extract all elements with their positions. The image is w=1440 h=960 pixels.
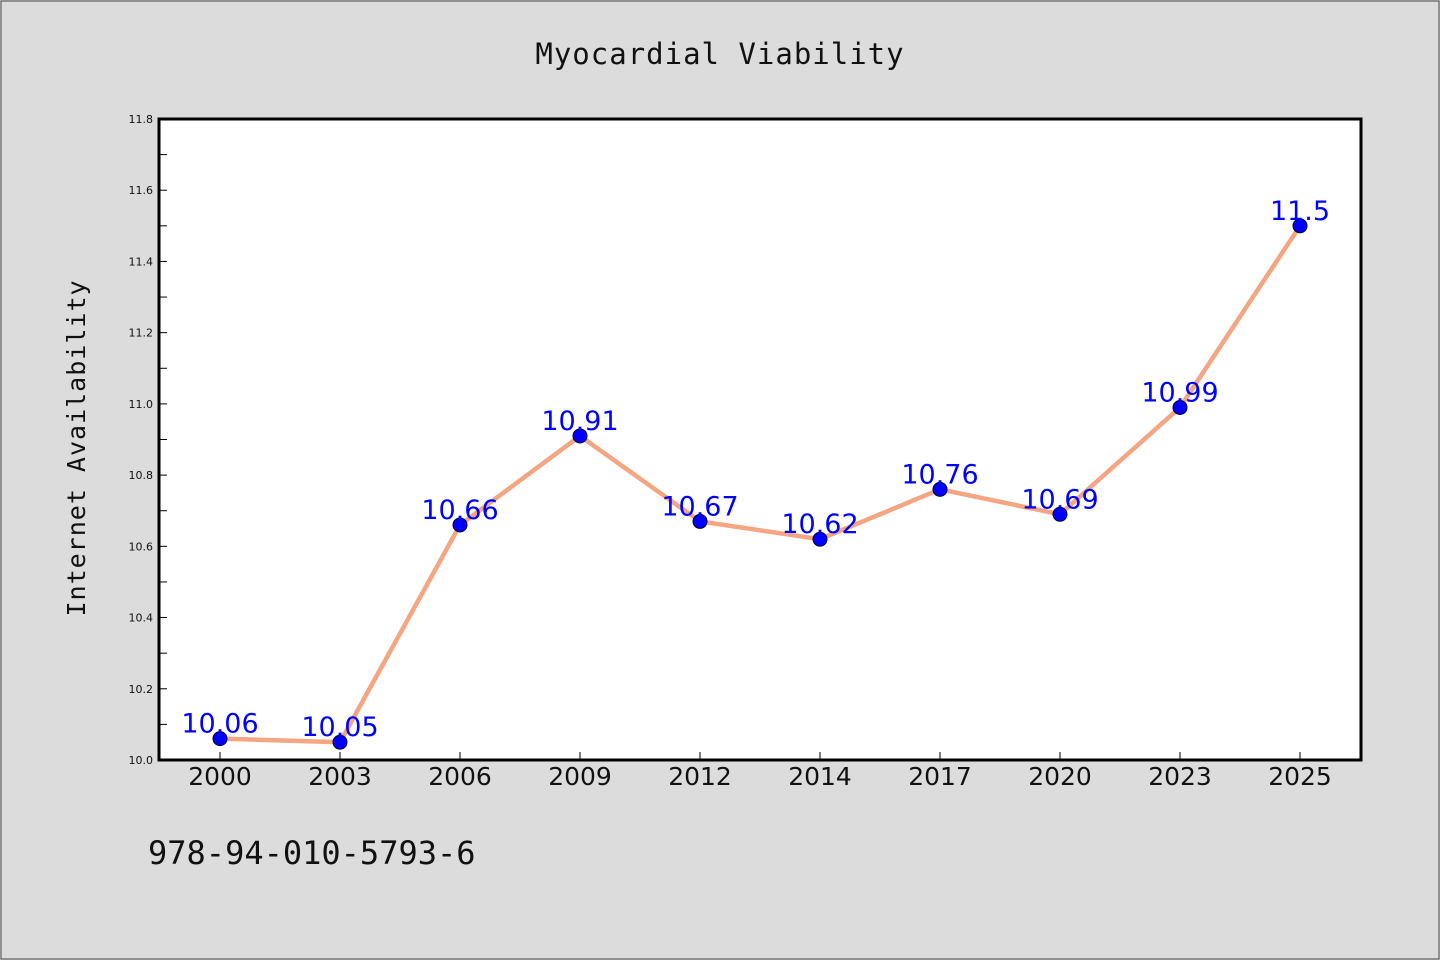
data-point-marker xyxy=(452,517,468,533)
data-labels: 10.06 10.05 10.66 10.91 10.67 10.62 10.76 10.69… xyxy=(181,196,1330,743)
series-line xyxy=(217,223,1303,745)
y-axis-ticks: 10.0 10.2 10.4 10.6 10.8 11.0 11.2 11.4 11.6 11.8 xyxy=(129,113,167,767)
x-axis-ticks: 2000 2003 2006 2009 2012 2014 2017 2020 2023 2025 xyxy=(188,752,1332,791)
y-tick-label: 10.2 xyxy=(129,683,154,696)
footer-code: 978-94-010-5793-6 xyxy=(148,834,476,872)
data-point-marker xyxy=(332,734,348,750)
data-point-marker xyxy=(1292,218,1308,234)
data-point-marker xyxy=(932,481,948,497)
chart-title: Myocardial Viability xyxy=(535,37,904,71)
data-point-marker xyxy=(812,531,828,547)
x-tick-label: 2017 xyxy=(908,762,972,791)
x-tick-label: 2000 xyxy=(188,762,252,791)
data-point-label: 10.76 xyxy=(901,459,978,490)
y-tick-label: 10.4 xyxy=(129,612,154,625)
data-point-label: 10.62 xyxy=(781,509,858,540)
data-point-marker xyxy=(1172,399,1188,415)
series-markers xyxy=(212,218,1308,750)
data-point-marker xyxy=(692,513,708,529)
data-point-marker xyxy=(1052,506,1068,522)
x-tick-label: 2023 xyxy=(1148,762,1212,791)
y-tick-label: 10.6 xyxy=(129,540,154,553)
y-tick-label: 11.6 xyxy=(129,184,154,197)
x-tick-label: 2003 xyxy=(308,762,372,791)
data-point-marker xyxy=(212,731,228,747)
y-tick-label: 11.2 xyxy=(129,327,154,340)
x-tick-label: 2006 xyxy=(428,762,492,791)
data-point-label: 11.5 xyxy=(1270,196,1330,227)
plot-area xyxy=(157,117,1363,762)
data-point-label: 10.66 xyxy=(421,495,498,526)
y-tick-label: 10.8 xyxy=(129,469,154,482)
y-tick-label: 11.4 xyxy=(129,255,154,268)
data-point-label: 10.91 xyxy=(541,406,618,437)
x-tick-label: 2009 xyxy=(548,762,612,791)
data-point-label: 10.69 xyxy=(1021,484,1098,515)
y-axis-label: Internet Availability xyxy=(62,279,91,616)
y-tick-label: 11.8 xyxy=(129,113,154,126)
y-tick-label: 10.0 xyxy=(129,754,154,767)
x-tick-label: 2014 xyxy=(788,762,852,791)
y-tick-label: 11.0 xyxy=(129,398,154,411)
x-tick-label: 2025 xyxy=(1268,762,1332,791)
data-point-label: 10.06 xyxy=(181,709,258,740)
x-tick-label: 2020 xyxy=(1028,762,1092,791)
data-point-label: 10.05 xyxy=(301,712,378,743)
data-point-label: 10.67 xyxy=(661,491,738,522)
x-tick-label: 2012 xyxy=(668,762,732,791)
data-point-marker xyxy=(572,428,588,444)
data-point-label: 10.99 xyxy=(1141,377,1218,408)
